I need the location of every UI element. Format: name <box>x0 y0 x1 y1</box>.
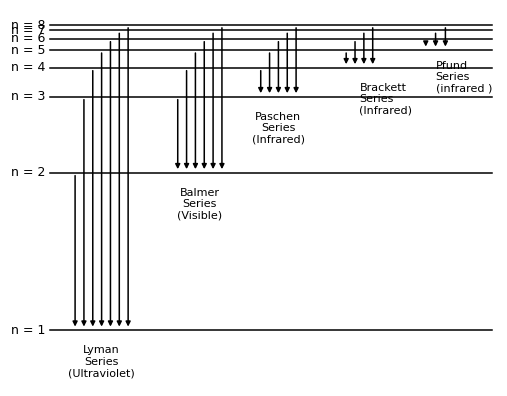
Text: n = 8: n = 8 <box>11 19 45 32</box>
Text: n = 2: n = 2 <box>11 166 45 179</box>
Text: Brackett
Series
(Infrared): Brackett Series (Infrared) <box>359 82 413 116</box>
Text: Balmer
Series
(Visible): Balmer Series (Visible) <box>177 187 223 221</box>
Text: Paschen
Series
(Infrared): Paschen Series (Infrared) <box>252 112 305 145</box>
Text: Pfund
Series
(infrared ): Pfund Series (infrared ) <box>436 61 492 94</box>
Text: n = 6: n = 6 <box>11 32 45 46</box>
Text: Lyman
Series
(Ultraviolet): Lyman Series (Ultraviolet) <box>68 345 135 378</box>
Text: n = 1: n = 1 <box>11 324 45 337</box>
Text: n = 3: n = 3 <box>11 90 45 103</box>
Text: n = 4: n = 4 <box>11 61 45 74</box>
Text: n = 7: n = 7 <box>11 24 45 37</box>
Text: n = 5: n = 5 <box>11 44 45 57</box>
